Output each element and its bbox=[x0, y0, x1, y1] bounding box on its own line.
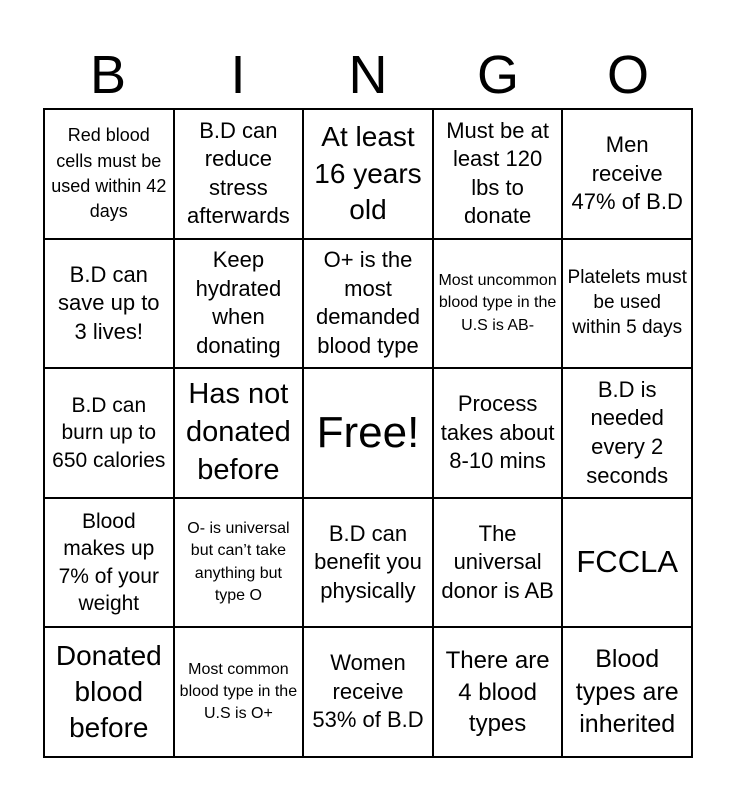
header-letter-g: G bbox=[476, 45, 519, 105]
bingo-cell[interactable]: Women receive 53% of B.D bbox=[303, 627, 433, 757]
bingo-cell[interactable]: Blood makes up 7% of your weight bbox=[44, 497, 174, 628]
bingo-cell[interactable]: Platelets must be used within 5 days bbox=[562, 238, 692, 369]
bingo-cell[interactable]: B.D can burn up to 650 calories bbox=[44, 368, 174, 498]
bingo-cell[interactable]: At least 16 years old bbox=[303, 109, 433, 239]
bingo-cell[interactable]: Most common blood type in the U.S is O+ bbox=[173, 627, 304, 757]
header-letter-i: I bbox=[230, 45, 246, 105]
bingo-cell[interactable]: FCCLA bbox=[562, 497, 692, 628]
bingo-cell[interactable]: Process takes about 8-10 mins bbox=[432, 368, 563, 498]
bingo-cell[interactable]: Most uncommon blood type in the U.S is A… bbox=[432, 238, 563, 369]
bingo-cell[interactable]: Red blood cells must be used within 42 d… bbox=[44, 109, 174, 239]
bingo-cell[interactable]: The universal donor is AB bbox=[432, 497, 563, 628]
bingo-cell[interactable]: Must be at least 120 lbs to donate bbox=[432, 109, 563, 239]
bingo-cell[interactable]: B.D is needed every 2 seconds bbox=[562, 368, 692, 498]
bingo-cell[interactable]: Donated blood before bbox=[44, 627, 174, 757]
header-letter-o: O bbox=[606, 45, 649, 105]
bingo-cell[interactable]: Blood types are inherited bbox=[562, 627, 692, 757]
bingo-cell[interactable]: Men receive 47% of B.D bbox=[562, 109, 692, 239]
bingo-cell[interactable]: O+ is the most demanded blood type bbox=[303, 238, 433, 369]
bingo-header: B I N G O bbox=[43, 40, 693, 110]
header-letter-b: B bbox=[89, 45, 127, 105]
bingo-cell[interactable]: Has not donated before bbox=[173, 368, 304, 498]
header-letter-n: N bbox=[348, 45, 388, 105]
bingo-cell[interactable]: B.D can save up to 3 lives! bbox=[44, 238, 174, 369]
bingo-cell[interactable]: B.D can benefit you physically bbox=[303, 497, 433, 628]
bingo-cell[interactable]: Keep hydrated when donating bbox=[173, 238, 304, 369]
bingo-cell[interactable]: O- is universal but can’t take anything … bbox=[173, 497, 304, 628]
bingo-cell[interactable]: B.D can reduce stress afterwards bbox=[173, 109, 304, 239]
bingo-card: Red blood cells must be used within 42 d… bbox=[43, 108, 693, 758]
free-space-cell[interactable]: Free! bbox=[303, 368, 433, 498]
bingo-cell[interactable]: There are 4 blood types bbox=[432, 627, 563, 757]
